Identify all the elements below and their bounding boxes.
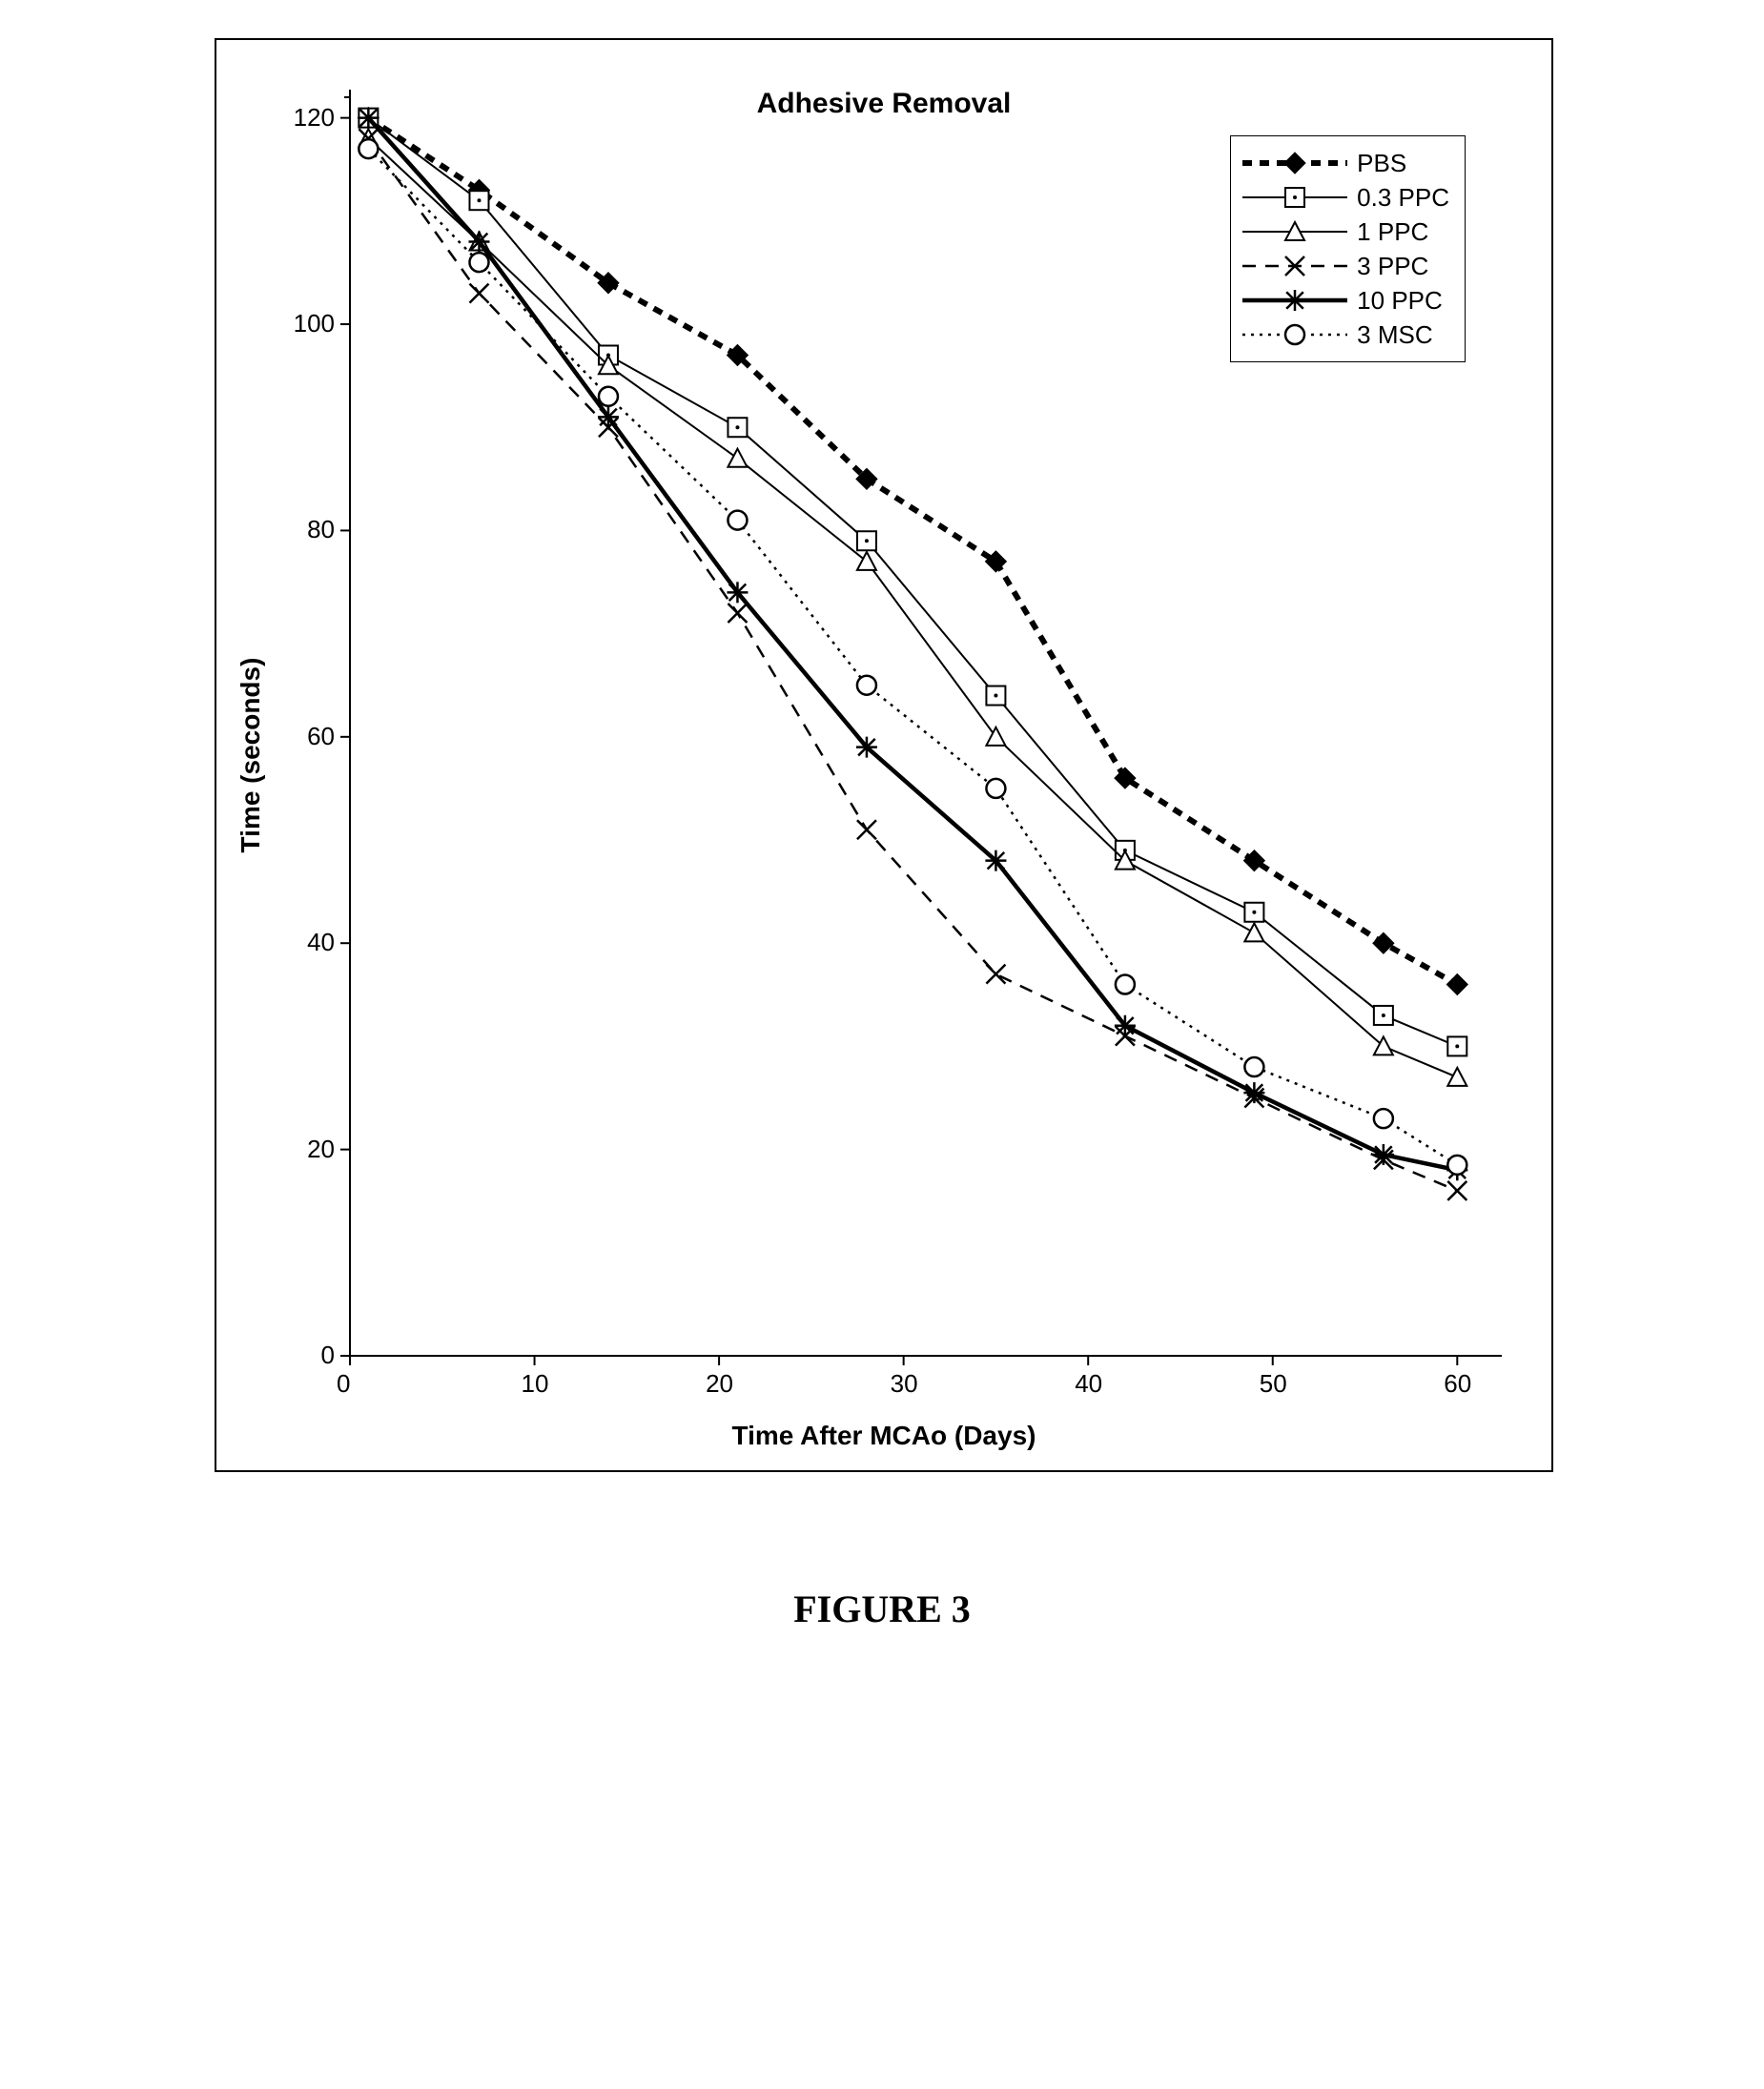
y-tick-label: 20 [307,1135,335,1164]
legend: PBS 0.3 PPC 1 PPC 3 PPC 10 PPC 3 MSC [1230,135,1466,362]
legend-item: 1 PPC [1242,215,1449,249]
x-tick-label: 20 [706,1369,733,1399]
x-tick-label: 10 [522,1369,549,1399]
legend-label: PBS [1357,149,1406,178]
legend-swatch [1242,252,1347,280]
legend-item: 3 MSC [1242,317,1449,352]
x-tick-label: 40 [1075,1369,1102,1399]
legend-label: 0.3 PPC [1357,183,1449,213]
legend-label: 3 PPC [1357,252,1428,281]
legend-item: 3 PPC [1242,249,1449,283]
x-tick-label: 0 [337,1369,350,1399]
legend-item: 10 PPC [1242,283,1449,317]
figure-wrap: Adhesive Removal Time (seconds) Time Aft… [215,38,1549,1631]
y-tick-label: 100 [294,309,335,338]
y-tick-label: 0 [321,1341,335,1370]
legend-label: 1 PPC [1357,217,1428,247]
y-tick-label: 60 [307,722,335,751]
legend-swatch [1242,286,1347,315]
legend-label: 3 MSC [1357,320,1432,350]
legend-label: 10 PPC [1357,286,1443,316]
x-axis-label: Time After MCAo (Days) [732,1421,1036,1451]
legend-swatch [1242,149,1347,177]
y-tick-label: 120 [294,103,335,133]
chart-area: Adhesive Removal Time (seconds) Time Aft… [215,38,1553,1472]
x-tick-label: 30 [891,1369,918,1399]
x-tick-label: 60 [1444,1369,1471,1399]
y-tick-label: 40 [307,928,335,957]
legend-item: PBS [1242,146,1449,180]
legend-item: 0.3 PPC [1242,180,1449,215]
y-tick-label: 80 [307,515,335,544]
y-axis-label: Time (seconds) [236,658,266,853]
legend-swatch [1242,320,1347,349]
x-tick-label: 50 [1260,1369,1287,1399]
legend-swatch [1242,183,1347,212]
figure-caption: FIGURE 3 [215,1587,1549,1631]
chart-title: Adhesive Removal [757,88,1012,120]
legend-swatch [1242,217,1347,246]
